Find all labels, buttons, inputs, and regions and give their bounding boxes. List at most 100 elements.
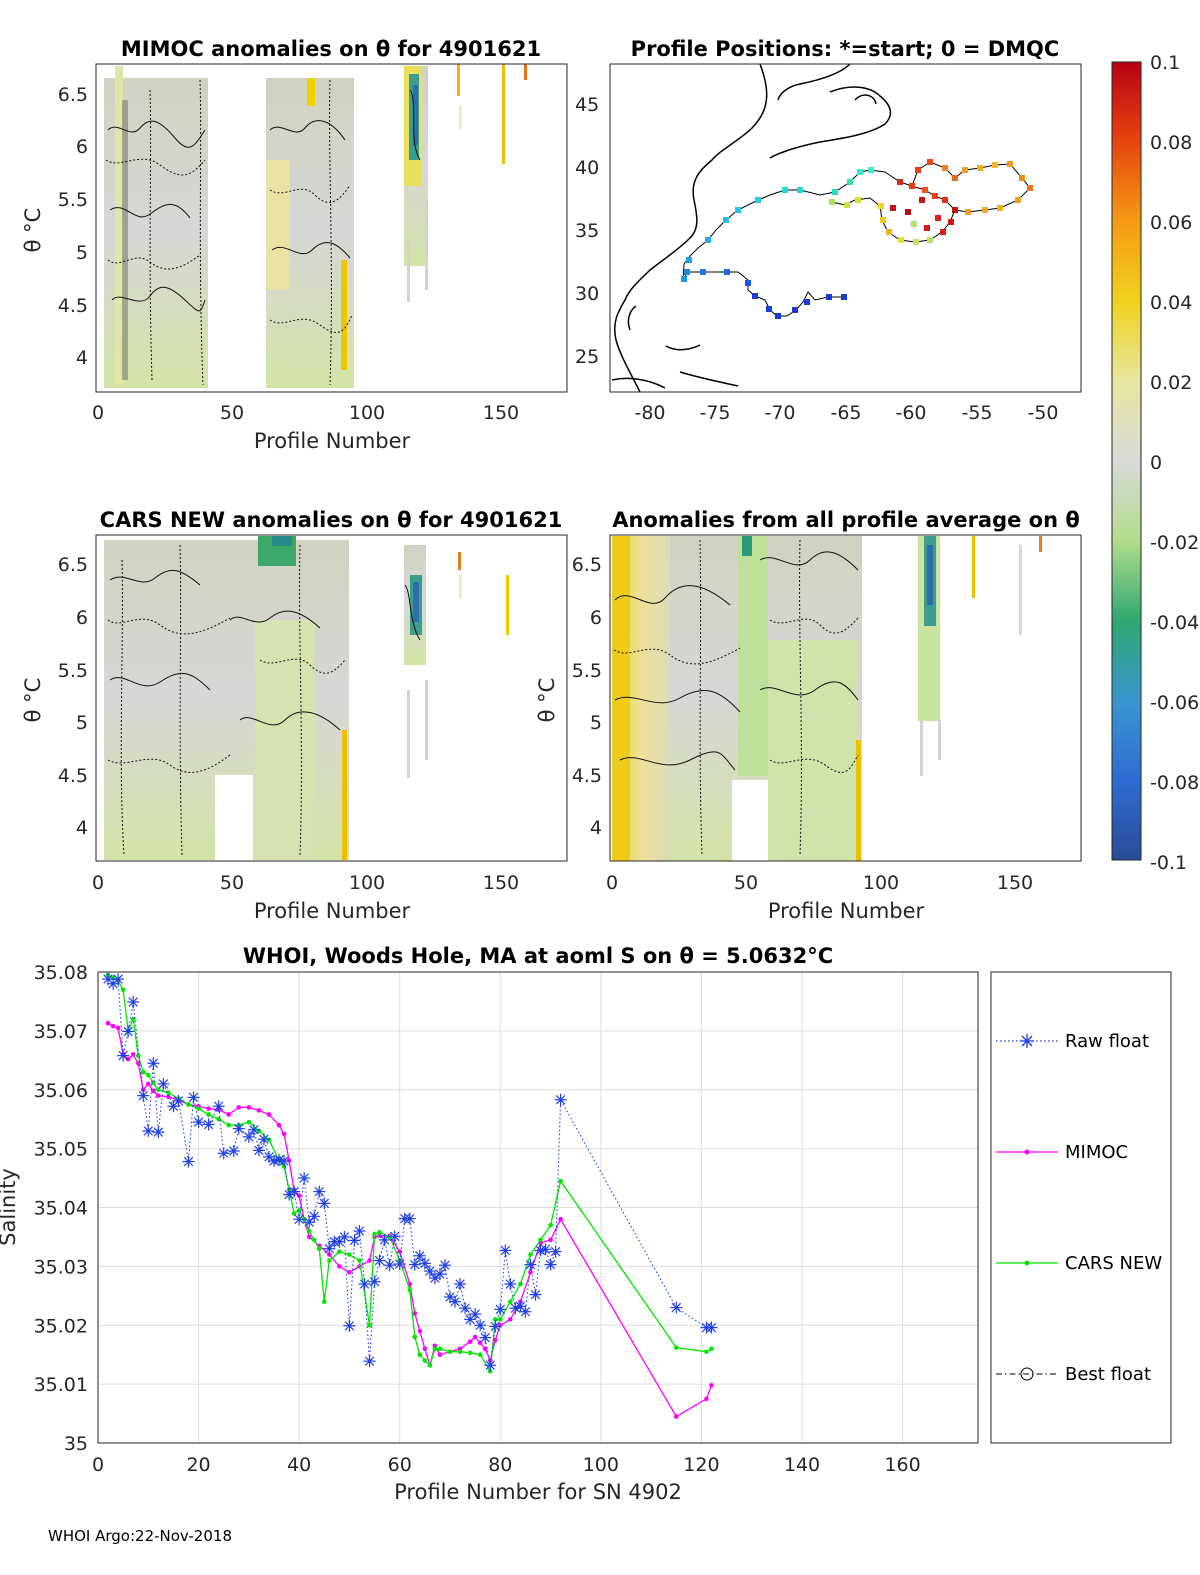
data-point-star — [484, 1359, 497, 1372]
data-point-star — [257, 1133, 270, 1146]
data-point — [492, 1317, 498, 1322]
mimoc-title: MIMOC anomalies on θ for 4901621 — [121, 37, 541, 61]
data-point — [266, 1112, 272, 1117]
svg-text:5.5: 5.5 — [58, 660, 88, 682]
data-point — [291, 1211, 297, 1216]
data-point-star — [393, 1258, 406, 1271]
data-point — [156, 1087, 161, 1093]
data-point-star — [293, 1213, 306, 1226]
positions-y-ticks: 45 40 35 30 25 — [575, 94, 599, 368]
data-point — [105, 1020, 111, 1026]
data-point — [437, 1352, 443, 1357]
colorbar-ticks: 0.1 0.08 0.06 0.04 0.02 0 -0.02 -0.04 -0… — [1150, 52, 1199, 874]
data-point-star — [353, 1225, 366, 1238]
x-tick-label: 20 — [186, 1454, 210, 1476]
data-point — [673, 1345, 679, 1350]
data-point-star — [152, 1126, 165, 1139]
data-point-star — [474, 1319, 487, 1332]
mimoc-ylabel: θ °C — [21, 208, 45, 253]
data-point — [548, 1222, 553, 1228]
svg-text:35: 35 — [575, 220, 599, 242]
data-point — [477, 1352, 483, 1357]
data-point — [115, 1025, 121, 1031]
data-point — [347, 1252, 352, 1257]
svg-text:4.5: 4.5 — [58, 295, 88, 317]
svg-text:50: 50 — [734, 872, 758, 894]
data-point-star — [383, 1259, 396, 1272]
data-point — [256, 1108, 262, 1113]
svg-text:150: 150 — [483, 872, 519, 894]
salinity-legend: Raw float MIMOC CARS NEW Best float — [990, 971, 1172, 1444]
data-point-star — [232, 1122, 245, 1135]
svg-text:Raw float: Raw float — [1065, 1031, 1149, 1052]
allavg-ylabel: θ °C — [535, 678, 559, 723]
data-point-star — [413, 1249, 426, 1262]
data-point — [673, 1414, 679, 1419]
profile-positions-map: Profile Positions: *=start; 0 = DMQC — [575, 37, 1082, 424]
data-point-star — [378, 1233, 391, 1246]
positions-title: Profile Positions: *=start; 0 = DMQC — [631, 37, 1060, 61]
data-point — [337, 1249, 342, 1254]
legend-star-marker — [1020, 1034, 1034, 1048]
data-point — [417, 1352, 423, 1357]
svg-text:-65: -65 — [830, 402, 861, 424]
cars-ylabel: θ °C — [21, 678, 45, 723]
svg-text:25: 25 — [575, 346, 599, 368]
data-point — [206, 1106, 211, 1111]
svg-text:6: 6 — [590, 607, 602, 629]
data-point-star — [363, 1355, 376, 1368]
data-point — [704, 1396, 709, 1402]
svg-text:6: 6 — [76, 607, 88, 629]
data-point-star — [298, 1172, 311, 1185]
data-point-star — [433, 1268, 446, 1281]
svg-text:0: 0 — [92, 402, 104, 424]
data-point — [130, 1016, 136, 1022]
data-point-star — [157, 1077, 170, 1090]
data-point-star — [479, 1331, 492, 1344]
data-point — [156, 1093, 161, 1098]
data-point-star — [348, 1234, 361, 1247]
allavg-y-ticks: 6.5 6 5.5 5 4.5 4 — [572, 554, 602, 839]
data-point-star — [489, 1320, 502, 1333]
data-point-star — [343, 1319, 356, 1332]
svg-text:5: 5 — [590, 712, 602, 734]
data-point-star — [262, 1150, 275, 1163]
data-point — [372, 1231, 377, 1237]
data-point — [497, 1317, 503, 1322]
legend-item-mimoc: MIMOC — [996, 1142, 1128, 1163]
data-point-star — [247, 1123, 260, 1136]
y-tick-label: 35.01 — [34, 1374, 88, 1396]
svg-text:40: 40 — [575, 157, 599, 179]
data-point-star — [112, 973, 125, 986]
data-point-star — [137, 1089, 150, 1102]
legend-item-best-float: Best float — [996, 1364, 1151, 1385]
svg-text:30: 30 — [575, 283, 599, 305]
data-point-star — [308, 1210, 321, 1223]
y-tick-label: 35.07 — [34, 1021, 88, 1043]
data-point — [467, 1350, 473, 1356]
data-point-star — [318, 1197, 331, 1210]
series-cars-new — [105, 972, 714, 1374]
svg-text:0.06: 0.06 — [1150, 212, 1192, 234]
data-point — [558, 1178, 563, 1184]
data-point — [306, 1228, 312, 1234]
allavg-axes — [609, 534, 1082, 862]
mimoc-x-ticks: 0 50 100 150 — [92, 402, 519, 424]
data-point-star — [418, 1257, 431, 1270]
cars-x-ticks: 0 50 100 150 — [92, 872, 519, 894]
data-point — [367, 1322, 372, 1328]
data-point-star — [288, 1185, 301, 1198]
data-point-star — [303, 1216, 316, 1229]
svg-text:-0.1: -0.1 — [1150, 852, 1187, 874]
data-point-star — [313, 1185, 326, 1198]
data-point-star — [278, 1154, 291, 1167]
data-point — [120, 987, 126, 992]
data-point — [709, 1346, 714, 1352]
data-point — [186, 1102, 191, 1107]
data-point-star — [459, 1302, 472, 1315]
svg-text:100: 100 — [863, 872, 899, 894]
svg-text:-0.04: -0.04 — [1150, 612, 1199, 634]
data-point — [276, 1122, 282, 1128]
data-point-star — [217, 1147, 230, 1160]
data-point — [321, 1299, 327, 1304]
